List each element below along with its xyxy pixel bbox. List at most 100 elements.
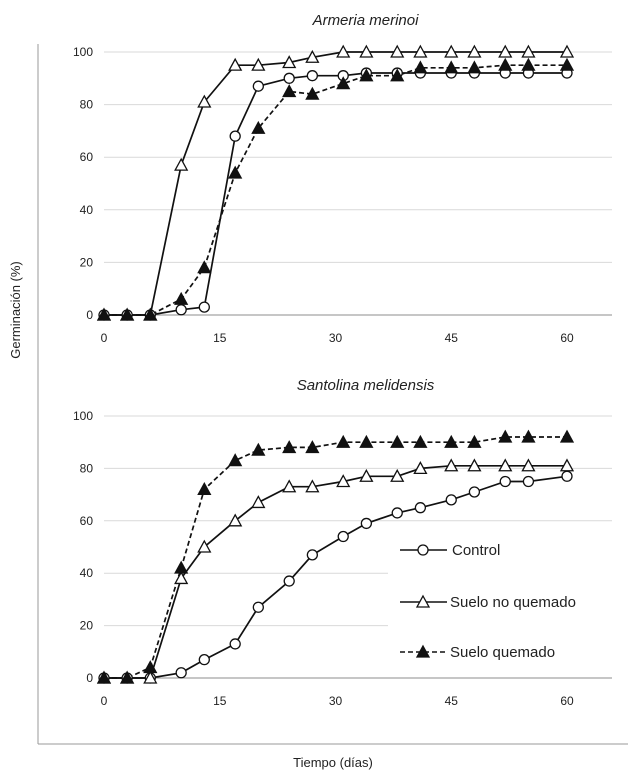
legend-item-control: Control	[400, 542, 500, 559]
x-tick-label: 0	[101, 694, 108, 708]
point-suelo-quemado	[120, 307, 135, 321]
point-suelo-no-quemado	[282, 479, 297, 493]
point-control	[306, 70, 319, 82]
point-suelo-quemado	[413, 434, 428, 448]
point-suelo-quemado	[197, 260, 212, 274]
point-suelo-quemado	[96, 307, 112, 321]
x-tick-label: 30	[329, 694, 343, 708]
point-suelo-no-quemado	[498, 458, 513, 472]
y-axis-label: Germinación (%)	[8, 261, 23, 359]
point-control	[198, 654, 210, 666]
point-suelo-no-quemado	[305, 49, 320, 63]
point-suelo-quemado	[498, 429, 513, 443]
y-tick-label: 20	[80, 255, 94, 269]
y-tick-label: 80	[80, 461, 94, 475]
legend-label-suelo-no-quemado: Suelo no quemado	[450, 594, 576, 611]
legend-marker-control	[417, 544, 429, 556]
point-suelo-no-quemado	[336, 44, 351, 58]
legend-background	[388, 536, 624, 666]
point-suelo-no-quemado	[444, 458, 459, 472]
point-suelo-quemado	[282, 440, 297, 454]
point-control	[522, 475, 535, 488]
point-control	[360, 517, 373, 530]
point-suelo-quemado	[467, 60, 482, 74]
point-suelo-no-quemado	[174, 571, 189, 585]
point-suelo-quemado	[174, 291, 189, 305]
y-tick-label: 100	[73, 45, 93, 59]
point-suelo-quemado	[498, 57, 513, 71]
point-suelo-quemado	[120, 670, 135, 684]
y-tick-label: 0	[86, 308, 93, 322]
x-tick-label: 0	[101, 331, 108, 345]
point-suelo-no-quemado	[305, 479, 320, 493]
x-tick-label: 45	[445, 331, 459, 345]
series-line-suelo-no-quemado	[104, 51, 567, 316]
point-suelo-no-quemado	[498, 44, 513, 58]
point-suelo-quemado	[521, 429, 536, 443]
point-suelo-no-quemado	[197, 94, 212, 108]
point-suelo-quemado	[390, 68, 405, 82]
y-tick-label: 40	[80, 566, 94, 580]
point-suelo-quemado	[251, 120, 266, 134]
chart-armeria-merinoi: Armeria merinoi 0 20 40 60 80 100 0 15 30 45 60	[73, 12, 612, 345]
legend: Control Suelo no quemado Suelo quemado	[388, 536, 624, 666]
point-suelo-quemado	[359, 434, 374, 448]
legend-label-control: Control	[452, 542, 500, 559]
point-suelo-quemado	[467, 434, 482, 448]
point-suelo-quemado	[444, 60, 459, 74]
point-suelo-no-quemado	[228, 57, 243, 71]
y-tick-label: 60	[80, 514, 94, 528]
point-suelo-quemado	[143, 660, 158, 674]
point-control	[445, 494, 457, 506]
y-tick-label: 0	[86, 671, 93, 685]
point-suelo-no-quemado	[559, 458, 575, 472]
point-control	[252, 601, 264, 613]
point-suelo-quemado	[336, 434, 351, 448]
legend-marker-suelo-no-quemado	[415, 594, 431, 608]
point-suelo-no-quemado	[413, 461, 428, 475]
point-suelo-no-quemado	[390, 468, 405, 482]
y-tick-label: 80	[80, 98, 94, 112]
point-suelo-quemado	[390, 434, 405, 448]
point-suelo-quemado	[305, 440, 320, 454]
point-control	[561, 470, 573, 482]
x-tick-label: 45	[445, 694, 459, 708]
point-suelo-no-quemado	[559, 44, 575, 58]
point-suelo-no-quemado	[521, 458, 536, 472]
chart-title: Santolina melidensis	[297, 377, 435, 394]
y-tick-label: 40	[80, 203, 94, 217]
point-control	[414, 502, 427, 514]
x-tick-label: 15	[213, 331, 227, 345]
point-suelo-no-quemado	[359, 468, 374, 482]
point-control	[391, 507, 403, 519]
point-suelo-quemado	[359, 68, 374, 82]
point-control	[175, 304, 187, 316]
point-suelo-no-quemado	[359, 44, 374, 58]
point-suelo-no-quemado	[174, 157, 189, 171]
point-suelo-no-quemado	[143, 670, 158, 684]
point-suelo-no-quemado	[521, 44, 536, 58]
point-suelo-quemado	[336, 76, 351, 90]
point-suelo-no-quemado	[251, 495, 266, 509]
point-suelo-no-quemado	[197, 539, 212, 553]
point-suelo-quemado	[174, 560, 189, 574]
point-suelo-quemado	[559, 57, 575, 71]
point-suelo-no-quemado	[467, 458, 482, 472]
y-tick-label: 60	[80, 150, 94, 164]
x-axis-label: Tiempo (días)	[293, 755, 373, 770]
point-suelo-quemado	[444, 434, 459, 448]
point-suelo-no-quemado	[251, 57, 266, 71]
point-suelo-no-quemado	[390, 44, 405, 58]
series-line-suelo-no-quemado	[104, 464, 567, 679]
point-suelo-no-quemado	[228, 513, 243, 527]
point-suelo-quemado	[197, 482, 212, 496]
point-suelo-quemado	[143, 307, 158, 321]
series-line-suelo-quemado	[104, 436, 567, 679]
point-suelo-quemado	[96, 670, 112, 684]
legend-label-suelo-quemado: Suelo quemado	[450, 644, 555, 661]
point-control	[198, 301, 210, 313]
point-control	[283, 575, 295, 587]
x-tick-label: 60	[560, 331, 574, 345]
point-suelo-quemado	[228, 453, 243, 467]
point-suelo-quemado	[413, 60, 428, 74]
